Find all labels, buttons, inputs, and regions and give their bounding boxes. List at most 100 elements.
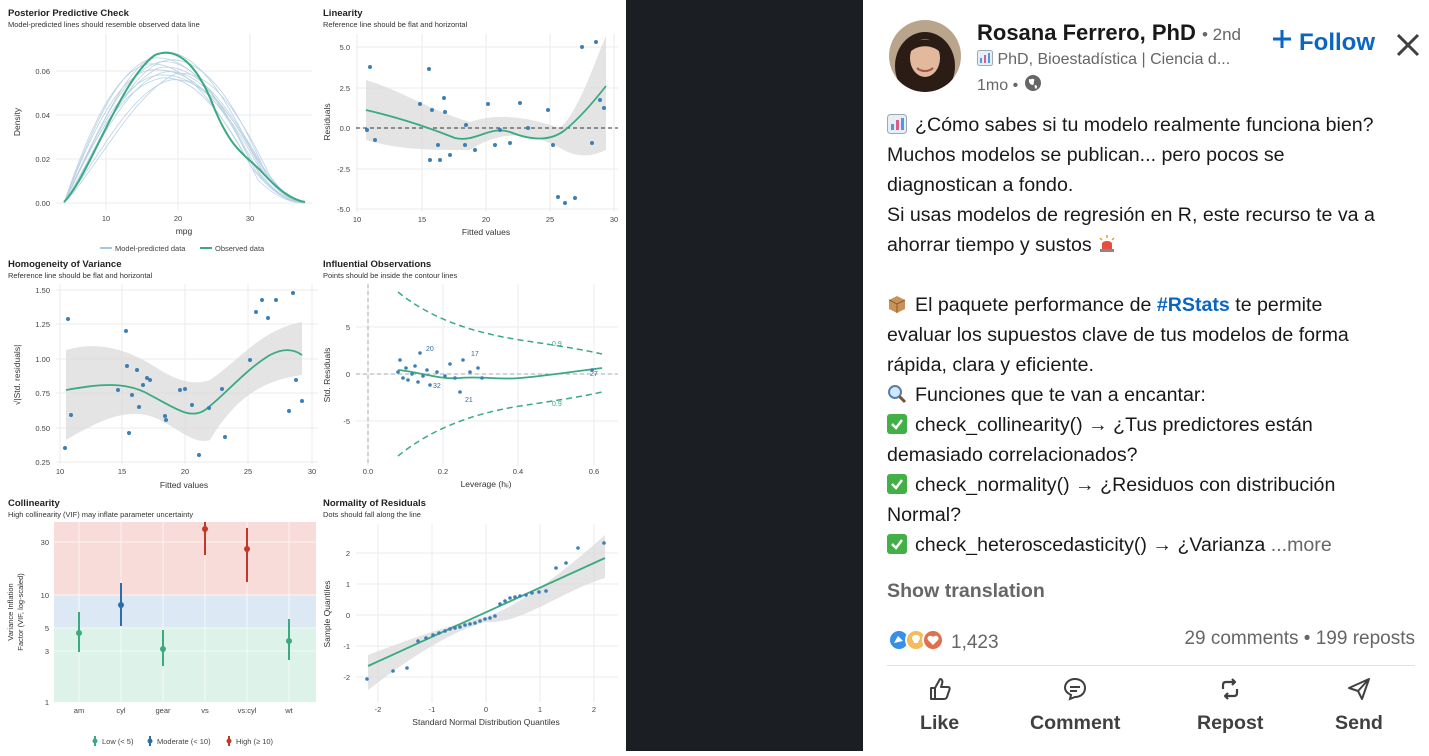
influential-xtick: 0.2 — [438, 467, 448, 476]
magnifier-emoji-icon — [887, 383, 907, 404]
avatar[interactable] — [889, 20, 961, 92]
influential-xtick: 0.4 — [513, 467, 523, 476]
collinearity-ylabel: Factor (VIF, log-scaled) — [16, 573, 25, 651]
homogeneity-panel: Homogeneity of Variance Reference line s… — [8, 259, 318, 490]
influential-point-label: 21 — [465, 397, 473, 404]
linearity-subtitle: Reference line should be flat and horizo… — [323, 20, 468, 29]
homogeneity-xtick: 10 — [56, 467, 64, 476]
linearity-title: Linearity — [323, 8, 363, 19]
post-line: check_heteroscedasticity() → ¿Varianza .… — [887, 530, 1417, 560]
see-more-link[interactable]: ...more — [1270, 534, 1332, 556]
author-headline-text: PhD, Bioestadística | Ciencia d... — [997, 51, 1231, 68]
engagement-stats[interactable]: 29 comments • 199 reposts — [1184, 628, 1415, 649]
like-button[interactable]: Like — [920, 676, 959, 735]
reactions-summary[interactable]: 1,423 — [887, 628, 999, 658]
linearity-ytick: 0.0 — [340, 124, 350, 133]
influential-point-label: 27 — [590, 371, 598, 378]
post-line-text: ¿Cómo sabes si tu modelo realmente funci… — [915, 114, 1374, 136]
influential-panel: Influential Observations Points should b… — [322, 259, 618, 489]
post-line-text: El paquete performance de — [915, 294, 1152, 316]
homogeneity-subtitle: Reference line should be flat and horizo… — [8, 271, 153, 280]
diagnostic-figure-svg: Posterior Predictive Check Model-predict… — [0, 0, 626, 751]
package-emoji-icon — [887, 293, 907, 313]
linearity-ytick: 5.0 — [340, 43, 350, 52]
comment-button[interactable]: Comment — [1030, 676, 1120, 735]
post-time-text: 1mo • — [977, 76, 1019, 94]
linearity-xtick: 20 — [482, 215, 490, 224]
post-line: rápida, clara y eficiente. — [887, 354, 1094, 376]
influential-subtitle: Points should be inside the contour line… — [323, 271, 458, 280]
plus-icon — [1271, 28, 1293, 57]
homogeneity-xtick: 15 — [118, 467, 126, 476]
post-line: Muchos modelos se publican... pero pocos… — [887, 144, 1285, 166]
normality-xtick: 0 — [484, 705, 488, 714]
collinearity-title: Collinearity — [8, 498, 60, 509]
normality-title: Normality of Residuals — [323, 498, 426, 509]
ppc-panel: Posterior Predictive Check Model-predict… — [8, 8, 312, 253]
normality-xtick: 1 — [538, 705, 542, 714]
comment-label: Comment — [1030, 712, 1121, 734]
viewer-backdrop — [626, 0, 863, 751]
diagnostic-figure: Posterior Predictive Check Model-predict… — [0, 0, 626, 751]
ppc-subtitle: Model-predicted lines should resemble ob… — [8, 20, 200, 29]
ppc-xtick: 20 — [174, 214, 182, 223]
influential-xlabel: Leverage (hᵢᵢ) — [461, 479, 512, 489]
post-line: diagnostican a fondo. — [887, 174, 1074, 196]
influential-ytick: 0 — [346, 370, 350, 379]
post-line: evaluar los supuestos clave de tus model… — [887, 324, 1349, 346]
send-icon — [1346, 676, 1372, 712]
influential-title: Influential Observations — [323, 259, 431, 270]
post-line: Si usas modelos de regresión en R, este … — [887, 204, 1375, 226]
collinearity-category: vs — [201, 706, 209, 715]
normality-subtitle: Dots should fall along the line — [323, 510, 421, 519]
like-label: Like — [920, 712, 960, 734]
post-body: ¿Cómo sabes si tu modelo realmente funci… — [887, 110, 1417, 560]
homogeneity-ytick: 1.25 — [35, 320, 50, 329]
show-translation-button[interactable]: Show translation — [887, 580, 1045, 602]
post-line: Funciones que te van a encantar: — [887, 380, 1417, 410]
influential-ylabel: Std. Residuals — [322, 348, 332, 403]
repost-icon — [1217, 676, 1243, 712]
collinearity-ytick: 30 — [41, 538, 49, 547]
influential-xtick: 0.0 — [363, 467, 373, 476]
normality-ytick: 0 — [346, 611, 350, 620]
post-line-text: check_heteroscedasticity() → ¿Varianza — [915, 534, 1266, 556]
repost-button[interactable]: Repost — [1197, 676, 1263, 735]
normality-xlabel: Standard Normal Distribution Quantiles — [412, 717, 559, 727]
ppc-xtick: 30 — [246, 214, 254, 223]
author-headline: PhD, Bioestadística | Ciencia d... — [977, 50, 1257, 69]
influential-point-label: 32 — [433, 383, 441, 390]
collinearity-subtitle: High collinearity (VIF) may inflate para… — [8, 510, 193, 519]
follow-button[interactable]: Follow — [1271, 28, 1375, 57]
normality-ylabel: Sample Quantiles — [322, 580, 332, 647]
homogeneity-ytick: 1.50 — [35, 286, 50, 295]
influential-point-label: 20 — [426, 346, 434, 353]
influential-ytick: -5 — [343, 417, 350, 426]
post-line: check_normality() → ¿Residuos con distri… — [887, 470, 1417, 500]
author-name[interactable]: Rosana Ferrero, PhD • 2nd — [977, 20, 1241, 46]
normality-ytick: -1 — [343, 642, 350, 651]
collinearity-panel: Collinearity High collinearity (VIF) may… — [6, 498, 316, 746]
post-line: ¿Cómo sabes si tu modelo realmente funci… — [887, 110, 1417, 140]
send-button[interactable]: Send — [1335, 676, 1383, 735]
homogeneity-xtick: 20 — [181, 467, 189, 476]
linearity-xtick: 10 — [353, 215, 361, 224]
hashtag-link[interactable]: #RStats — [1156, 294, 1230, 316]
collinearity-ylabel: Variance Inflation — [6, 583, 15, 640]
check-mark-emoji-icon — [887, 413, 907, 434]
linearity-ytick: -5.0 — [337, 205, 350, 214]
homogeneity-ytick: 1.00 — [35, 355, 50, 364]
globe-icon — [1024, 74, 1042, 97]
close-button[interactable] — [1393, 30, 1423, 60]
actions-divider — [887, 665, 1415, 666]
post-line-text: Funciones que te van a encantar: — [915, 384, 1206, 406]
collinearity-ytick: 3 — [45, 647, 49, 656]
collinearity-legend-high: High (≥ 10) — [236, 737, 274, 746]
normality-xtick: 2 — [592, 705, 596, 714]
ppc-title: Posterior Predictive Check — [8, 8, 130, 19]
homogeneity-ytick: 0.50 — [35, 424, 50, 433]
post-line: demasiado correlacionados? — [887, 444, 1138, 466]
reaction-icons — [887, 628, 945, 658]
author-name-text[interactable]: Rosana Ferrero, PhD — [977, 20, 1196, 45]
collinearity-category: gear — [155, 706, 171, 715]
